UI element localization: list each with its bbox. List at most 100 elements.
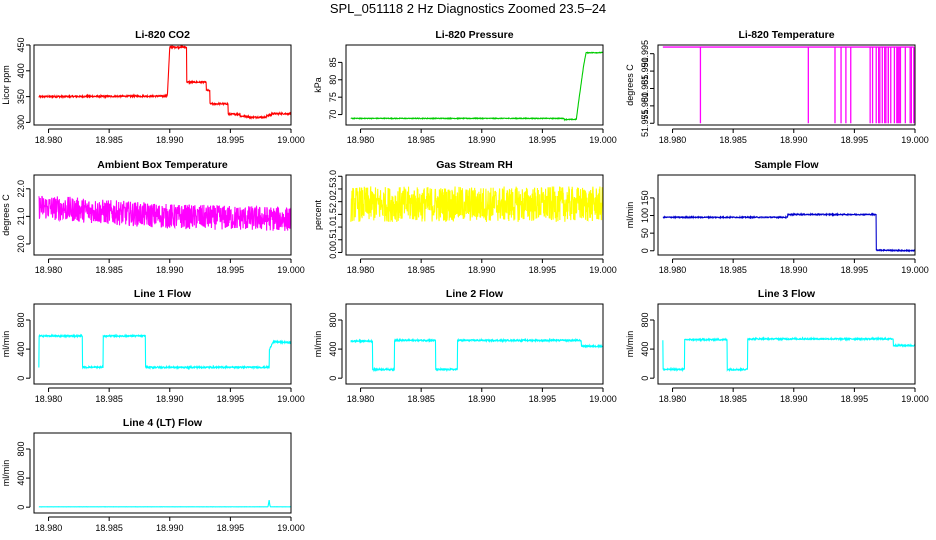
panel-li820_temp: Li-820 Temperature 18.980 18.985 18.990 18.9… [625, 29, 929, 145]
y-axis-label: degrees C [1, 194, 11, 236]
x-tick-label: 18.990 [468, 265, 496, 275]
panel-line2: Line 2 Flow 18.980 18.985 18.990 18.995 19.00… [313, 288, 617, 404]
x-tick-label: 18.980 [659, 265, 687, 275]
y-axis-label: ml/min [1, 331, 11, 358]
y-tick-label: 70 [328, 110, 338, 120]
y-tick-label: 2.5 [328, 183, 338, 196]
y-tick-label: 51.975 [640, 109, 650, 137]
x-tick-label: 18.995 [217, 394, 245, 404]
series-line [350, 51, 603, 122]
x-tick-label: 18.990 [156, 265, 184, 275]
x-tick-label: 18.990 [156, 523, 184, 533]
panel-title: Line 1 Flow [134, 288, 192, 300]
x-tick-label: 19.000 [277, 394, 305, 404]
plot-frame [33, 174, 292, 256]
series-line [38, 45, 291, 120]
y-tick-label: 51.985 [640, 75, 650, 103]
y-tick-label: 0 [16, 376, 26, 381]
x-tick-label: 18.985 [407, 265, 435, 275]
panel-title: Li-820 Temperature [738, 29, 834, 41]
x-tick-label: 18.985 [95, 394, 123, 404]
panel-title: Gas Stream RH [436, 159, 512, 171]
y-tick-label: 0.5 [328, 234, 338, 247]
panel-title: Li-820 CO2 [135, 29, 190, 41]
y-tick-label: 51.990 [640, 57, 650, 85]
x-tick-label: 18.990 [468, 135, 496, 145]
data-layer [38, 45, 291, 120]
x-tick-label: 19.000 [277, 135, 305, 145]
y-tick-label: 85 [328, 57, 338, 67]
y-tick-label: 400 [328, 342, 338, 357]
x-tick-label: 19.000 [589, 135, 617, 145]
y-axis-label: kPa [313, 77, 323, 93]
plot-frame [33, 44, 292, 126]
y-tick-label: 150 [640, 190, 650, 205]
x-tick-label: 18.980 [659, 135, 687, 145]
x-tick-label: 18.995 [217, 135, 245, 145]
y-tick-label: 400 [16, 63, 26, 78]
x-tick-label: 18.980 [35, 523, 63, 533]
x-tick-label: 18.990 [780, 135, 808, 145]
x-tick-label: 18.985 [407, 135, 435, 145]
y-tick-label: 3.0 [328, 170, 338, 183]
panel-pressure: Li-820 Pressure 18.980 18.985 18.990 18.995 1… [313, 29, 617, 145]
x-tick-label: 18.990 [780, 394, 808, 404]
x-tick-label: 18.985 [719, 265, 747, 275]
y-tick-label: 0 [16, 505, 26, 510]
x-tick-label: 18.980 [347, 394, 375, 404]
y-axis-label: degrees C [625, 64, 635, 106]
panel-title: Li-820 Pressure [435, 29, 513, 41]
plot-frame [657, 174, 916, 256]
y-axis-label: ml/min [1, 460, 11, 487]
data-layer [662, 212, 915, 253]
y-tick-label: 51.995 [640, 40, 650, 68]
series-line [350, 186, 603, 222]
plot-frame [657, 303, 916, 385]
x-tick-label: 18.995 [529, 265, 557, 275]
y-tick-label: 450 [16, 37, 26, 52]
y-tick-label: 0 [328, 376, 338, 381]
y-tick-label: 1.0 [328, 221, 338, 234]
x-tick-label: 18.985 [407, 394, 435, 404]
panel-line4: Line 4 (LT) Flow 18.980 18.985 18.990 18.995… [1, 417, 305, 533]
plot-frame [33, 432, 292, 514]
x-tick-label: 18.980 [35, 394, 63, 404]
y-tick-label: 400 [640, 342, 650, 357]
x-tick-label: 18.990 [780, 265, 808, 275]
x-tick-label: 18.990 [468, 394, 496, 404]
y-tick-label: 800 [640, 312, 650, 327]
plot-frame [345, 303, 604, 385]
y-tick-label: 800 [16, 312, 26, 327]
x-tick-label: 18.985 [95, 135, 123, 145]
x-tick-label: 19.000 [901, 135, 929, 145]
y-tick-label: 350 [16, 89, 26, 104]
x-tick-label: 18.995 [841, 265, 869, 275]
x-tick-label: 18.980 [347, 135, 375, 145]
y-tick-label: 50 [640, 228, 650, 238]
data-layer [662, 46, 915, 124]
y-tick-label: 0 [640, 376, 650, 381]
series-line [350, 337, 603, 373]
data-layer [350, 186, 603, 222]
x-tick-label: 18.995 [217, 523, 245, 533]
y-axis-label: ml/min [313, 331, 323, 358]
data-layer [662, 336, 915, 373]
y-tick-label: 22.0 [16, 180, 26, 198]
series-line [662, 212, 915, 253]
page-title: SPL_051118 2 Hz Diagnostics Zoomed 23.5–… [329, 1, 607, 16]
panel-line3: Line 3 Flow 18.980 18.985 18.990 18.995 19.00… [625, 288, 929, 404]
y-tick-label: 400 [16, 342, 26, 357]
panel-rh: Gas Stream RH 18.980 18.985 18.990 18.995 19.… [313, 159, 617, 275]
y-tick-label: 51.980 [640, 92, 650, 120]
panel-co2: Li-820 CO2 18.980 18.985 18.990 18.995 19.000… [1, 29, 305, 145]
panel-box_temp: Ambient Box Temperature 18.980 18.985 18.99… [1, 159, 305, 275]
series-line [38, 195, 291, 231]
x-tick-label: 18.985 [95, 265, 123, 275]
plot-frame [345, 44, 604, 126]
panel-title: Line 4 (LT) Flow [123, 417, 203, 429]
x-tick-label: 18.995 [841, 135, 869, 145]
x-tick-label: 19.000 [589, 265, 617, 275]
y-axis-label: percent [313, 199, 323, 230]
y-tick-label: 75 [328, 92, 338, 102]
x-tick-label: 18.980 [347, 265, 375, 275]
